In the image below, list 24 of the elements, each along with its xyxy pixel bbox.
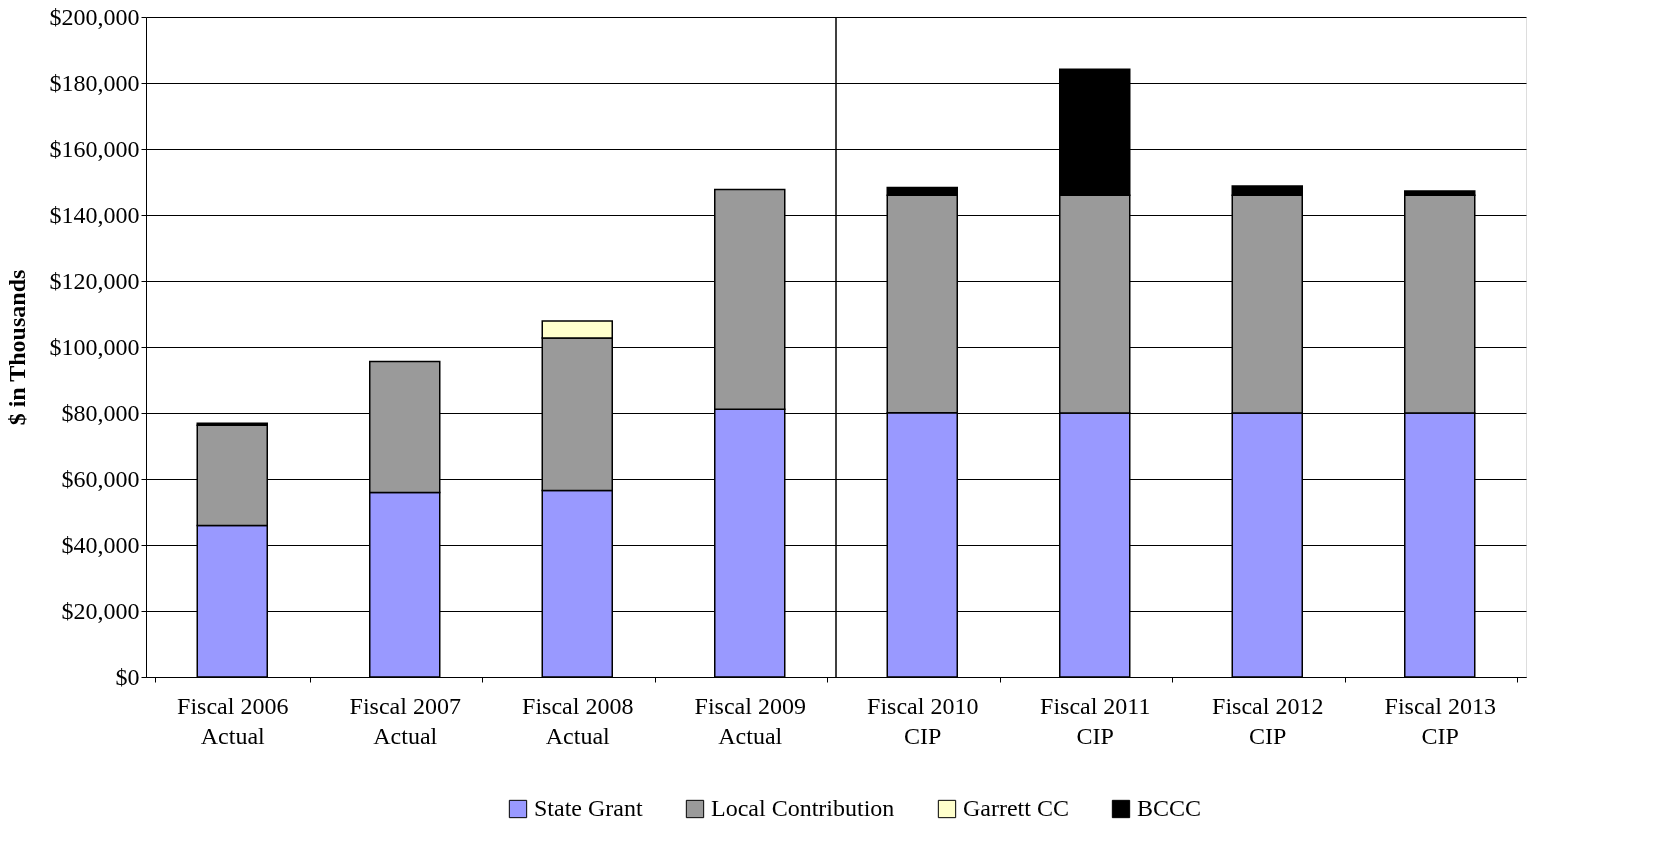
x-tick-label: Fiscal 2009 Actual <box>694 692 806 749</box>
y-axis-title: $ in Thousands <box>3 269 30 426</box>
y-tick-label: $80,000 <box>61 399 140 426</box>
y-tick-label: $20,000 <box>61 597 140 624</box>
legend-label: State Grant <box>534 795 643 821</box>
x-tick-label: Fiscal 2007 Actual <box>349 692 461 749</box>
legend-label: Garrett CC <box>963 795 1069 821</box>
x-tick-label: Fiscal 2010 CIP <box>867 692 979 749</box>
y-tick-label: $60,000 <box>61 465 140 492</box>
y-tick-label: $100,000 <box>49 333 140 360</box>
x-tick-label: Fiscal 2013 CIP <box>1384 692 1496 749</box>
y-tick-label: $40,000 <box>61 531 140 558</box>
legend-label: Local Contribution <box>711 795 895 821</box>
x-tick-label: Fiscal 2006 Actual <box>177 692 289 749</box>
legend-label: BCCC <box>1137 795 1202 821</box>
x-tick-label: Fiscal 2011 CIP <box>1040 692 1151 749</box>
y-tick-label: $120,000 <box>49 267 140 294</box>
y-tick-label: $140,000 <box>49 201 140 228</box>
x-tick-label: Fiscal 2012 CIP <box>1212 692 1324 749</box>
y-tick-label: $0 <box>115 663 140 690</box>
y-tick-label: $160,000 <box>49 135 140 162</box>
y-tick-label: $200,000 <box>49 3 140 30</box>
x-tick-label: Fiscal 2008 Actual <box>522 692 634 749</box>
y-tick-label: $180,000 <box>49 69 140 96</box>
